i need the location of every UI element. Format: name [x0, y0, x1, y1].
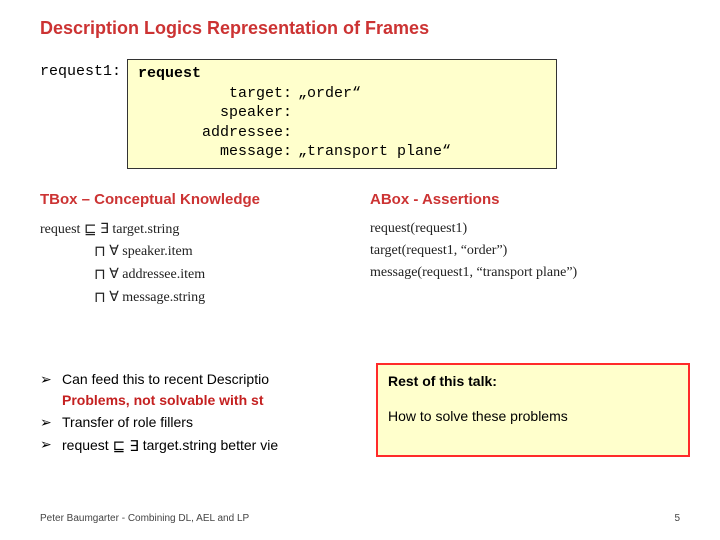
request-instance-label: request1:	[40, 59, 121, 80]
tbox-header: TBox – Conceptual Knowledge	[40, 191, 370, 208]
overlay-text: How to solve these problems	[388, 406, 678, 428]
request-frame-row: request1: request target: „order“ speake…	[40, 59, 680, 169]
page-title: Description Logics Representation of Fra…	[40, 18, 680, 39]
frame-slot: message: „transport plane“	[138, 142, 546, 162]
abox-line: target(request1, “order”)	[370, 240, 577, 262]
tbox-line: ⊓ ∀ addressee.item	[40, 263, 370, 286]
frame-type: request	[138, 64, 546, 84]
frame-slot-key: message:	[138, 142, 298, 162]
frame-slot-val: „transport plane“	[298, 142, 451, 162]
frame-slot: addressee:	[138, 123, 546, 143]
abox-line: message(request1, “transport plane”)	[370, 262, 577, 284]
section-headers: TBox – Conceptual Knowledge ABox - Asser…	[40, 191, 680, 208]
bullet-icon: ➢	[40, 434, 62, 457]
tbox-line: ⊓ ∀ message.string	[40, 286, 370, 309]
frame-slot-key: speaker:	[138, 103, 298, 123]
abox-header: ABox - Assertions	[370, 191, 499, 208]
bullet-text: request ⊑ ∃ target.string better vie	[62, 434, 278, 457]
bullet-text: Can feed this to recent Descriptio	[62, 371, 269, 387]
overlay-title: Rest of this talk:	[388, 371, 678, 393]
tbox-formulas: request ⊑ ∃ target.string ⊓ ∀ speaker.it…	[40, 218, 370, 309]
footer: Peter Baumgarter - Combining DL, AEL and…	[40, 513, 680, 524]
frame-slot-val: „order“	[298, 84, 361, 104]
page-number: 5	[674, 513, 680, 524]
bullet-list: ➢ Can feed this to recent Descriptio Pro…	[40, 369, 680, 457]
footer-author: Peter Baumgarter - Combining DL, AEL and…	[40, 513, 249, 524]
bullet-problem-text: Problems, not solvable with st	[62, 392, 263, 408]
frame-slot: speaker:	[138, 103, 546, 123]
bullet-icon: ➢	[40, 369, 62, 412]
tbox-line: request ⊑ ∃ target.string	[40, 218, 370, 241]
highlight-overlay: Rest of this talk: How to solve these pr…	[376, 363, 690, 457]
abox-line: request(request1)	[370, 218, 577, 240]
bullet-text: Transfer of role fillers	[62, 412, 193, 434]
frame-slot-key: target:	[138, 84, 298, 104]
formulas-row: request ⊑ ∃ target.string ⊓ ∀ speaker.it…	[40, 218, 680, 309]
frame-box: request target: „order“ speaker: address…	[127, 59, 557, 169]
frame-slot: target: „order“	[138, 84, 546, 104]
bullet-icon: ➢	[40, 412, 62, 434]
tbox-line: ⊓ ∀ speaker.item	[40, 240, 370, 263]
frame-slot-key: addressee:	[138, 123, 298, 143]
abox-formulas: request(request1) target(request1, “orde…	[370, 218, 577, 309]
